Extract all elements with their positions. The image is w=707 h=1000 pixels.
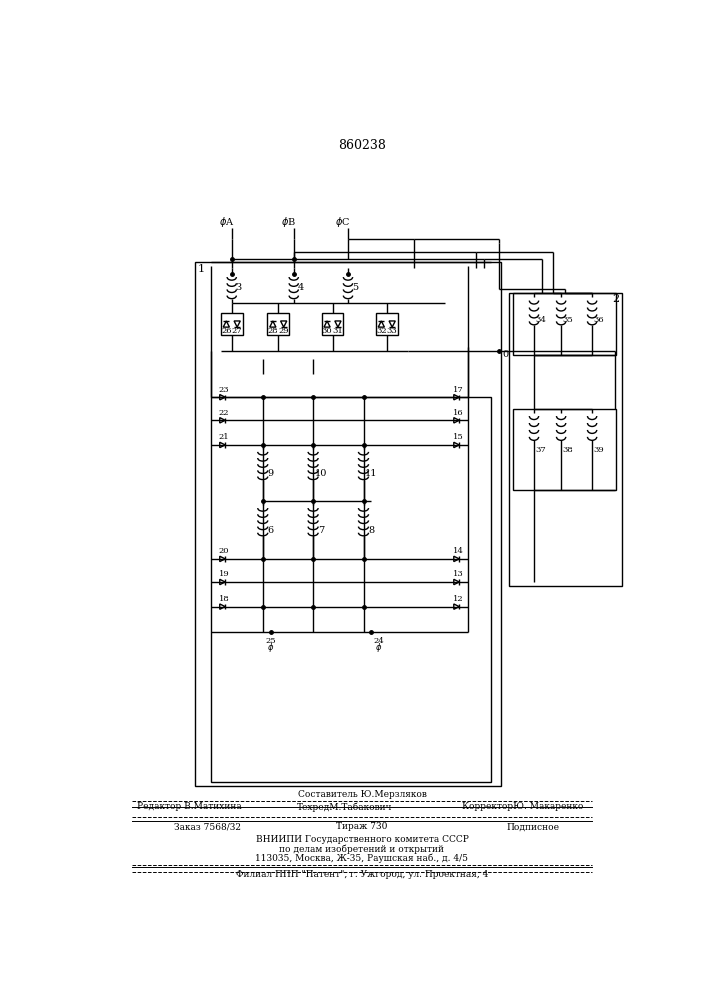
- Text: КорректорЮ. Макаренко: КорректорЮ. Макаренко: [462, 802, 583, 811]
- Text: 113035, Москва, Ж-35, Раушская наб., д. 4/5: 113035, Москва, Ж-35, Раушская наб., д. …: [255, 854, 469, 863]
- Text: $\phi$: $\phi$: [267, 641, 274, 654]
- Text: 25: 25: [265, 637, 276, 645]
- Text: 2: 2: [612, 294, 620, 304]
- Text: Составитель Ю.Мерзляков: Составитель Ю.Мерзляков: [298, 790, 426, 799]
- Text: 18: 18: [218, 595, 229, 603]
- Text: 17: 17: [452, 385, 463, 393]
- Text: 34: 34: [535, 316, 547, 324]
- Text: $\phi$C: $\phi$C: [335, 215, 350, 229]
- Text: 5: 5: [352, 283, 358, 292]
- Text: 19: 19: [218, 570, 229, 578]
- Text: 13: 13: [452, 570, 463, 578]
- Text: 36: 36: [594, 316, 604, 324]
- Bar: [195, 262, 501, 786]
- Text: 38: 38: [563, 446, 573, 454]
- Text: 10: 10: [315, 469, 327, 478]
- Text: 31: 31: [332, 327, 344, 335]
- Text: 860238: 860238: [338, 139, 386, 152]
- Bar: [513, 293, 616, 355]
- Text: 0: 0: [502, 350, 508, 359]
- Bar: [322, 313, 344, 335]
- Bar: [509, 293, 621, 586]
- Text: 23: 23: [218, 385, 229, 393]
- Text: Редактор В.Матихина: Редактор В.Матихина: [136, 802, 242, 811]
- Text: 15: 15: [452, 433, 463, 441]
- Bar: [211, 397, 491, 782]
- Text: 26: 26: [221, 327, 232, 335]
- Text: 24: 24: [373, 637, 385, 645]
- Text: 6: 6: [267, 526, 274, 535]
- Text: 33: 33: [387, 327, 397, 335]
- Text: 28: 28: [267, 327, 278, 335]
- Text: 7: 7: [317, 526, 324, 535]
- Text: $\phi$: $\phi$: [375, 641, 382, 654]
- Text: 35: 35: [563, 316, 573, 324]
- Text: 14: 14: [452, 547, 464, 555]
- Text: 22: 22: [218, 409, 229, 417]
- Text: ТехредМ.Табакович: ТехредМ.Табакович: [296, 802, 392, 812]
- Text: 21: 21: [218, 433, 229, 441]
- Text: $\phi$A: $\phi$A: [218, 215, 234, 229]
- Text: 37: 37: [536, 446, 547, 454]
- Text: по делам изобретений и открытий: по делам изобретений и открытий: [279, 844, 445, 854]
- Text: 11: 11: [365, 469, 378, 478]
- Text: 30: 30: [322, 327, 332, 335]
- Text: Подписное: Подписное: [507, 822, 560, 831]
- Text: 29: 29: [279, 327, 289, 335]
- Text: 8: 8: [368, 526, 374, 535]
- Bar: [513, 409, 616, 490]
- Text: Тираж 730: Тираж 730: [337, 822, 387, 831]
- Text: $\phi$B: $\phi$B: [281, 215, 296, 229]
- Text: Филиал ППП "Патент", г. Ужгород, ул. Проектная, 4: Филиал ППП "Патент", г. Ужгород, ул. Про…: [235, 870, 488, 879]
- Bar: [376, 313, 397, 335]
- Text: 9: 9: [267, 469, 274, 478]
- Text: Заказ 7568/32: Заказ 7568/32: [174, 822, 240, 831]
- Text: 12: 12: [452, 595, 463, 603]
- Text: 32: 32: [376, 327, 387, 335]
- Text: 27: 27: [232, 327, 243, 335]
- Text: 20: 20: [218, 547, 229, 555]
- Bar: [267, 313, 289, 335]
- Text: 4: 4: [298, 283, 304, 292]
- Text: 3: 3: [235, 283, 242, 292]
- Text: 39: 39: [594, 446, 604, 454]
- Text: ВНИИПИ Государственного комитета СССР: ВНИИПИ Государственного комитета СССР: [255, 835, 469, 844]
- Text: 16: 16: [452, 409, 463, 417]
- Bar: [221, 313, 243, 335]
- Text: 1: 1: [197, 264, 204, 274]
